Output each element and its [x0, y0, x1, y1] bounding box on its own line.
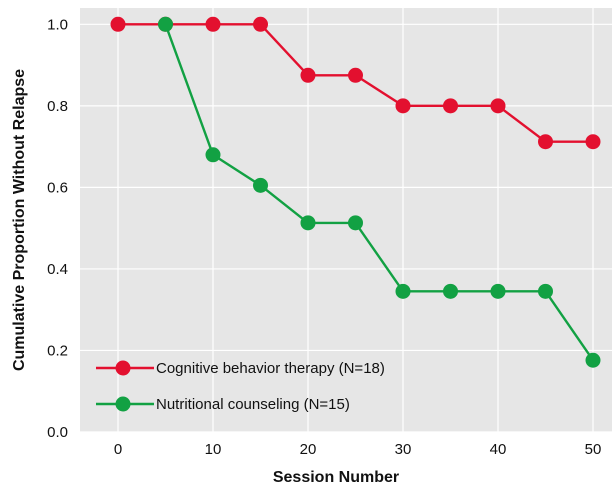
y-tick-labels: 0.0 0.2 0.4 0.6 0.8 1.0 — [47, 16, 68, 441]
x-axis-title: Session Number — [273, 469, 399, 486]
data-point — [443, 98, 458, 114]
x-tick-label: 20 — [300, 441, 317, 458]
data-point — [490, 283, 506, 299]
legend-marker-nutrition — [115, 396, 131, 412]
x-tick-label: 10 — [205, 441, 222, 458]
data-point — [538, 134, 553, 150]
x-tick-label: 50 — [585, 441, 602, 458]
y-tick-label: 0.0 — [47, 424, 68, 441]
y-tick-label: 0.6 — [47, 179, 68, 196]
x-tick-label: 40 — [490, 441, 507, 458]
y-tick-label: 0.2 — [47, 342, 68, 359]
data-point — [490, 98, 506, 114]
legend-label-cbt: Cognitive behavior therapy (N=18) — [156, 360, 385, 377]
data-point — [443, 283, 458, 299]
data-point — [585, 134, 601, 150]
data-point — [348, 67, 363, 83]
data-point — [300, 67, 316, 83]
y-axis-title: Cumulative Proportion Without Relapse — [11, 69, 28, 371]
data-point — [538, 283, 553, 299]
legend: Cognitive behavior therapy (N=18) Nutrit… — [96, 360, 385, 413]
data-point — [110, 16, 126, 32]
data-point — [395, 98, 411, 114]
data-point — [253, 16, 268, 32]
y-tick-label: 0.8 — [47, 98, 68, 115]
data-point — [585, 352, 601, 368]
x-tick-labels: 0 10 20 30 40 50 — [114, 441, 602, 458]
plot-area — [80, 8, 612, 432]
y-tick-label: 1.0 — [47, 16, 68, 33]
legend-marker-cbt — [115, 360, 131, 376]
series-line-1 — [164, 23, 594, 361]
data-point — [300, 215, 316, 231]
data-point — [348, 215, 363, 231]
data-point — [158, 16, 173, 32]
data-point — [395, 283, 411, 299]
data-point — [253, 177, 268, 193]
x-tick-label: 30 — [395, 441, 412, 458]
legend-label-nutrition: Nutritional counseling (N=15) — [156, 396, 350, 413]
y-tick-label: 0.4 — [47, 261, 68, 278]
x-tick-label: 0 — [114, 441, 122, 458]
data-point — [205, 16, 221, 32]
data-point — [205, 147, 221, 163]
series-layer — [110, 16, 601, 368]
